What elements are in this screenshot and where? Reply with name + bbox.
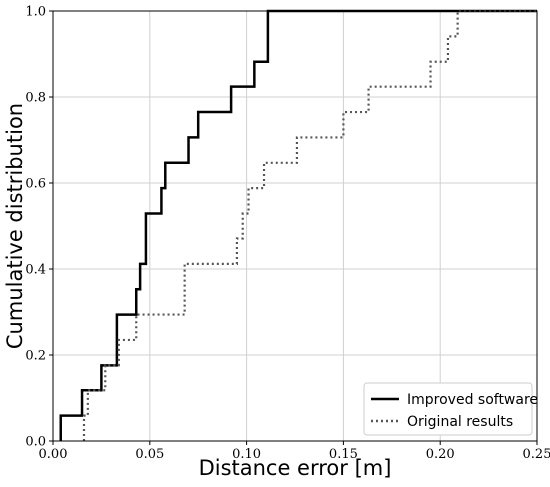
x-tick-label: 0.00	[39, 447, 68, 462]
ticks: 0.00 0.05 0.10 0.15 0.20 0.25 0.0 0.2 0.4 0.6 0.8 1…	[25, 5, 550, 463]
y-tick-label: 0.2	[25, 349, 46, 364]
y-tick-label: 0.6	[25, 177, 46, 192]
legend: Improved software Original results	[363, 382, 538, 436]
legend-label-original: Original results	[407, 414, 513, 430]
y-tick-label: 0.4	[25, 263, 46, 278]
x-tick-label: 0.10	[232, 447, 261, 462]
plot-frame	[52, 10, 538, 442]
series-line-improved-software	[59, 9, 537, 441]
grid	[52, 10, 538, 442]
series-layer	[59, 9, 537, 441]
x-tick-label: 0.15	[329, 447, 358, 462]
legend-label-improved: Improved software	[407, 392, 538, 408]
legend-box	[363, 382, 533, 436]
x-tick-label: 0.25	[523, 447, 550, 462]
y-tick-label: 0.0	[25, 435, 46, 450]
x-tick-label: 0.20	[426, 447, 455, 462]
x-tick-label: 0.05	[135, 447, 164, 462]
x-axis-label: Distance error [m]	[199, 456, 392, 480]
y-axis-label: Cumulative distribution	[3, 103, 27, 349]
y-tick-label: 0.8	[25, 91, 46, 106]
series-line-original-results	[82, 9, 537, 441]
y-tick-label: 1.0	[25, 5, 46, 20]
